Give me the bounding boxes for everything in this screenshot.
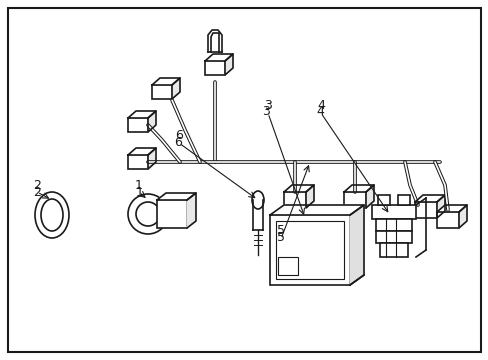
Bar bbox=[128, 155, 148, 169]
Bar bbox=[157, 200, 186, 228]
Text: 1: 1 bbox=[135, 186, 143, 199]
Polygon shape bbox=[152, 78, 180, 85]
Bar bbox=[436, 212, 458, 228]
Bar bbox=[371, 205, 415, 219]
Bar bbox=[278, 257, 297, 275]
Circle shape bbox=[128, 194, 168, 234]
Polygon shape bbox=[436, 195, 444, 218]
Polygon shape bbox=[148, 111, 156, 132]
Bar bbox=[269, 215, 349, 285]
Polygon shape bbox=[436, 205, 466, 212]
Ellipse shape bbox=[41, 199, 63, 231]
Bar bbox=[343, 192, 365, 208]
Text: 5: 5 bbox=[276, 224, 285, 237]
Polygon shape bbox=[172, 78, 180, 99]
Bar bbox=[375, 231, 411, 243]
Polygon shape bbox=[157, 193, 196, 200]
Polygon shape bbox=[365, 185, 373, 208]
Text: 1: 1 bbox=[135, 179, 142, 192]
Bar bbox=[204, 61, 224, 75]
Bar bbox=[375, 219, 411, 231]
Text: 6: 6 bbox=[175, 129, 183, 141]
Bar bbox=[377, 195, 389, 205]
Ellipse shape bbox=[35, 192, 69, 238]
Text: 3: 3 bbox=[262, 105, 270, 118]
Text: 2: 2 bbox=[33, 179, 41, 192]
Polygon shape bbox=[269, 205, 363, 215]
Bar bbox=[379, 243, 407, 257]
Bar bbox=[414, 202, 436, 218]
Text: 5: 5 bbox=[277, 231, 285, 244]
Text: 3: 3 bbox=[264, 99, 271, 112]
Polygon shape bbox=[349, 205, 363, 285]
Polygon shape bbox=[458, 205, 466, 228]
Polygon shape bbox=[284, 185, 313, 192]
Polygon shape bbox=[186, 193, 196, 228]
Polygon shape bbox=[414, 195, 444, 202]
Bar bbox=[152, 85, 172, 99]
Bar bbox=[128, 118, 148, 132]
Polygon shape bbox=[305, 185, 313, 208]
Polygon shape bbox=[128, 111, 156, 118]
Polygon shape bbox=[343, 185, 373, 192]
Ellipse shape bbox=[251, 191, 264, 209]
Text: 4: 4 bbox=[316, 99, 324, 112]
Bar bbox=[397, 195, 409, 205]
Polygon shape bbox=[128, 148, 156, 155]
Polygon shape bbox=[204, 54, 232, 61]
Polygon shape bbox=[148, 148, 156, 169]
Bar bbox=[284, 192, 305, 208]
Text: 4: 4 bbox=[316, 105, 324, 118]
Text: 6: 6 bbox=[174, 136, 182, 149]
Bar bbox=[275, 221, 343, 279]
Text: 2: 2 bbox=[33, 186, 41, 199]
Polygon shape bbox=[224, 54, 232, 75]
Circle shape bbox=[136, 202, 160, 226]
